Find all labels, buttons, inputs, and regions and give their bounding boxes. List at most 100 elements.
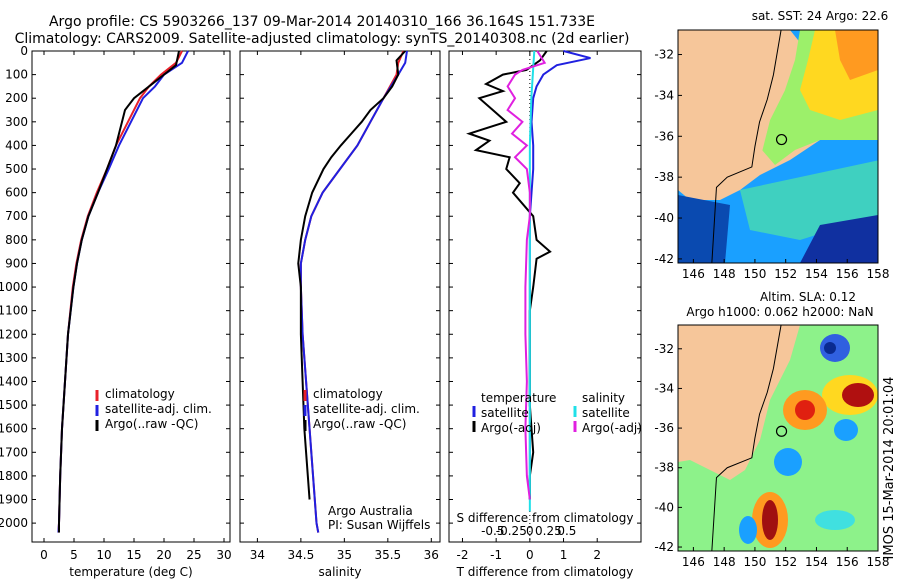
difference-panel: -2 -1 0 1 2 T difference from climatology -0.5…: [448, 50, 642, 579]
coastline: [711, 325, 782, 551]
x-tick-label: 0: [40, 548, 48, 562]
title-line-1: Argo profile: CS 5903266_137 09-Mar-2014…: [49, 14, 595, 30]
s-tick-label: 0.5: [557, 524, 576, 538]
s-tick-label: -0.5: [481, 524, 504, 538]
legend-label: satellite-adj. clim.: [105, 402, 212, 416]
depth-tick-label: 2000: [0, 516, 28, 530]
map-x-tick-label: 146: [682, 555, 705, 569]
depth-tick-label: 300: [5, 115, 28, 129]
map-frame: [677, 29, 879, 264]
map-y-tick-label: -32: [654, 342, 674, 356]
legend-label: satellite: [582, 406, 630, 420]
map-x-tick-label: 148: [713, 267, 736, 281]
map-body: [678, 30, 878, 263]
depth-tick-label: 0: [20, 44, 28, 58]
map-y-tick-label: -38: [654, 170, 674, 184]
depth-tick-label: 400: [5, 138, 28, 152]
depth-tick-label: 200: [5, 91, 28, 105]
map-x-tick-label: 150: [743, 555, 766, 569]
map-x-tick-label: 146: [682, 267, 705, 281]
warmest-water: [835, 30, 878, 80]
s-tick-label: -0.25: [496, 524, 527, 538]
map-x-tick-label: 148: [713, 555, 736, 569]
low-anomaly: [815, 510, 855, 530]
sst-map-title: sat. SST: 24 Argo: 22.6: [752, 9, 889, 23]
map-y-tick-label: -34: [654, 381, 674, 395]
x-axis-label: T difference from climatology: [456, 565, 634, 579]
map-x-tick-label: 158: [867, 267, 890, 281]
coastline: [711, 30, 782, 263]
series-salinity-satellite: [528, 50, 536, 512]
x-tick-label: 34.5: [288, 548, 315, 562]
series-argo-raw-qc-: [58, 50, 180, 533]
x-tick-label: -2: [456, 548, 468, 562]
map-y-tick-label: -38: [654, 461, 674, 475]
x-tick-label: 30: [216, 548, 231, 562]
depth-tick-label: 1600: [0, 422, 28, 436]
legend-heading-temperature: temperature: [481, 391, 556, 405]
depth-tick-label: 1200: [0, 327, 28, 341]
depth-tick-label: 500: [5, 162, 28, 176]
x-tick-label: 10: [96, 548, 111, 562]
x-tick-label: 35.5: [374, 548, 401, 562]
legend-label: Argo(..raw -QC): [105, 417, 198, 431]
x-tick-label: 20: [156, 548, 171, 562]
map-x-tick-label: 152: [774, 267, 797, 281]
map-x-tick-label: 156: [836, 555, 859, 569]
x-axis-label: salinity: [318, 565, 361, 579]
map-y-tick-label: -36: [654, 421, 674, 435]
depth-tick-label: 1800: [0, 469, 28, 483]
x-tick-label: 0: [526, 548, 534, 562]
legend-label: satellite: [481, 406, 529, 420]
depth-tick-label: 700: [5, 209, 28, 223]
profile-location-marker: [775, 133, 788, 146]
annotation-text: PI: Susan Wijffels: [328, 518, 430, 532]
s-tick-label: 0: [526, 524, 534, 538]
map-y-tick-label: -40: [654, 500, 674, 514]
cold-water: [678, 195, 730, 263]
depth-tick-label: 100: [5, 68, 28, 82]
depth-tick-label: 1000: [0, 280, 28, 294]
depth-tick-label: 1100: [0, 304, 28, 318]
s-axis-label: S difference from climatology: [457, 511, 634, 525]
low-anomaly: [739, 516, 757, 544]
depth-tick-label: 1500: [0, 398, 28, 412]
map-x-tick-label: 150: [743, 267, 766, 281]
map-x-tick-label: 154: [805, 267, 828, 281]
map-y-tick-label: -36: [654, 129, 674, 143]
depth-tick-label: 600: [5, 186, 28, 200]
map-x-tick-label: 152: [774, 555, 797, 569]
map-y-tick-label: -42: [654, 252, 674, 266]
map-y-tick-label: -32: [654, 48, 674, 62]
x-tick-label: 15: [126, 548, 141, 562]
map-x-tick-label: 158: [867, 555, 890, 569]
sst-map: 146 148 150 152 154 156 158 -32 -34 -36 -38 -40 -42: [654, 29, 890, 281]
map-body: [678, 325, 878, 551]
temperature-panel: 0100200300400500600700800900100011001200…: [0, 44, 232, 579]
legend-label: climatology: [313, 387, 383, 401]
deep-cold-water: [800, 215, 878, 263]
map-x-tick-label: 156: [836, 267, 859, 281]
legend-heading-salinity: salinity: [582, 391, 625, 405]
depth-tick-label: 1300: [0, 351, 28, 365]
legend-label: climatology: [105, 387, 175, 401]
sla-map: 146 148 150 152 154 156 158 -32 -34 -36 -38 -40 -42: [654, 324, 890, 569]
annotation-text: Argo Australia: [328, 504, 413, 518]
plot-frame: [31, 50, 231, 543]
depth-tick-label: 900: [5, 256, 28, 270]
depth-tick-label: 1900: [0, 493, 28, 507]
map-x-tick-label: 154: [805, 555, 828, 569]
series-argo-raw-qc-: [297, 50, 406, 500]
mid-water: [740, 160, 878, 240]
low-anomaly: [834, 419, 858, 441]
x-tick-label: 34: [250, 548, 265, 562]
high-anomaly-core: [795, 400, 815, 420]
credit-stamp: IMOS 15-Mar-2014 20:01:04: [882, 377, 897, 560]
x-tick-label: 25: [186, 548, 201, 562]
x-axis-label: temperature (deg C): [69, 565, 192, 579]
low-anomaly-core: [824, 342, 836, 354]
map-y-tick-label: -42: [654, 540, 674, 554]
series-salinity-argo-adj-: [506, 50, 547, 500]
depth-tick-label: 1700: [0, 445, 28, 459]
